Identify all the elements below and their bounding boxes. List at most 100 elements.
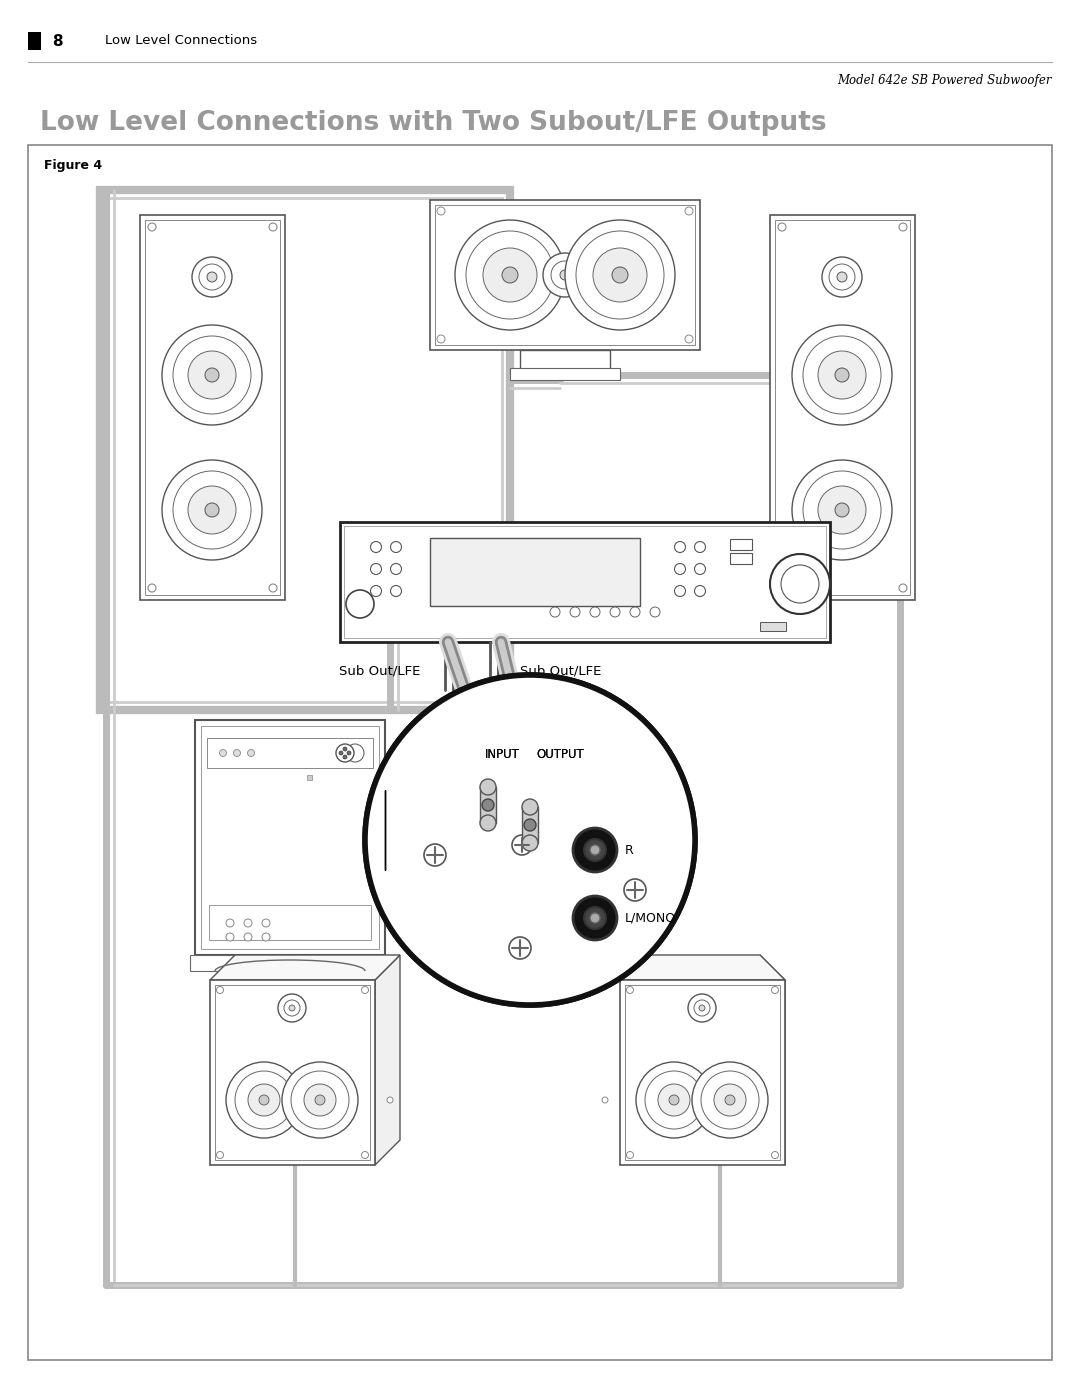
- Circle shape: [725, 1095, 735, 1105]
- Bar: [145, 219, 280, 595]
- Circle shape: [694, 1000, 710, 1016]
- Bar: [307, 775, 312, 780]
- Circle shape: [148, 584, 156, 592]
- Circle shape: [584, 840, 606, 861]
- Circle shape: [602, 1097, 608, 1104]
- Circle shape: [262, 919, 270, 928]
- Bar: [522, 807, 538, 842]
- Circle shape: [343, 754, 347, 759]
- Circle shape: [199, 264, 225, 291]
- Circle shape: [630, 608, 640, 617]
- Bar: [28, 145, 1052, 1361]
- Bar: [730, 553, 752, 564]
- Text: 8: 8: [52, 34, 63, 49]
- Circle shape: [343, 747, 347, 752]
- Circle shape: [561, 270, 570, 279]
- Circle shape: [576, 231, 664, 319]
- Circle shape: [262, 933, 270, 942]
- Circle shape: [524, 819, 536, 831]
- Circle shape: [509, 937, 531, 958]
- Bar: [435, 205, 696, 345]
- Circle shape: [565, 219, 675, 330]
- Circle shape: [226, 933, 234, 942]
- Text: Model 642e SB Powered Subwoofer: Model 642e SB Powered Subwoofer: [837, 74, 1052, 87]
- Circle shape: [315, 1095, 325, 1105]
- Bar: [210, 981, 375, 1165]
- Circle shape: [593, 249, 647, 302]
- Text: Low Level Connections with Two Subout/LFE Outputs: Low Level Connections with Two Subout/LF…: [40, 110, 826, 136]
- Circle shape: [837, 272, 847, 282]
- Circle shape: [205, 503, 219, 517]
- Circle shape: [685, 335, 693, 344]
- Circle shape: [584, 907, 606, 929]
- Circle shape: [424, 844, 446, 866]
- Circle shape: [636, 1062, 712, 1139]
- Circle shape: [455, 219, 565, 330]
- Circle shape: [162, 460, 262, 560]
- Bar: [430, 200, 700, 351]
- Bar: [215, 985, 370, 1160]
- Circle shape: [590, 608, 600, 617]
- Bar: [430, 538, 640, 606]
- Polygon shape: [375, 956, 400, 1165]
- Polygon shape: [210, 956, 400, 981]
- Circle shape: [244, 919, 252, 928]
- Circle shape: [694, 563, 705, 574]
- Bar: [140, 215, 285, 599]
- Circle shape: [804, 337, 881, 414]
- Circle shape: [792, 326, 892, 425]
- Circle shape: [235, 1071, 293, 1129]
- Circle shape: [391, 563, 402, 574]
- Circle shape: [370, 585, 381, 597]
- Bar: [625, 985, 780, 1160]
- Circle shape: [437, 335, 445, 344]
- Bar: [195, 719, 384, 956]
- Circle shape: [573, 828, 617, 872]
- Circle shape: [346, 590, 374, 617]
- Bar: [210, 905, 372, 940]
- Circle shape: [624, 879, 646, 901]
- Circle shape: [770, 555, 831, 615]
- Circle shape: [205, 367, 219, 381]
- Circle shape: [291, 1071, 349, 1129]
- Circle shape: [714, 1084, 746, 1116]
- Circle shape: [502, 267, 518, 284]
- Circle shape: [692, 1062, 768, 1139]
- Circle shape: [387, 1097, 393, 1104]
- Circle shape: [570, 608, 580, 617]
- Circle shape: [216, 1151, 224, 1158]
- Circle shape: [482, 799, 494, 812]
- Bar: [620, 981, 785, 1165]
- Text: INPUT: INPUT: [485, 749, 519, 761]
- Circle shape: [675, 542, 686, 552]
- Circle shape: [675, 563, 686, 574]
- Circle shape: [216, 986, 224, 993]
- Circle shape: [289, 1004, 295, 1011]
- Text: OUTPUT: OUTPUT: [536, 749, 584, 761]
- Circle shape: [778, 584, 786, 592]
- Circle shape: [822, 257, 862, 298]
- Circle shape: [612, 267, 627, 284]
- Circle shape: [522, 835, 538, 851]
- Circle shape: [480, 780, 496, 795]
- Circle shape: [339, 752, 343, 754]
- Circle shape: [480, 814, 496, 831]
- Circle shape: [465, 231, 554, 319]
- Bar: [190, 956, 390, 971]
- Circle shape: [590, 845, 600, 855]
- Circle shape: [365, 675, 696, 1004]
- Text: Sub Out/LFE: Sub Out/LFE: [339, 665, 420, 678]
- Circle shape: [778, 224, 786, 231]
- Bar: [770, 215, 915, 599]
- Circle shape: [362, 986, 368, 993]
- Bar: [108, 198, 502, 703]
- Circle shape: [226, 919, 234, 928]
- Circle shape: [669, 1095, 679, 1105]
- Bar: [201, 726, 379, 949]
- Bar: [775, 219, 910, 595]
- Circle shape: [699, 1004, 705, 1011]
- Circle shape: [804, 471, 881, 549]
- Circle shape: [792, 460, 892, 560]
- Circle shape: [818, 486, 866, 534]
- Bar: [100, 190, 510, 710]
